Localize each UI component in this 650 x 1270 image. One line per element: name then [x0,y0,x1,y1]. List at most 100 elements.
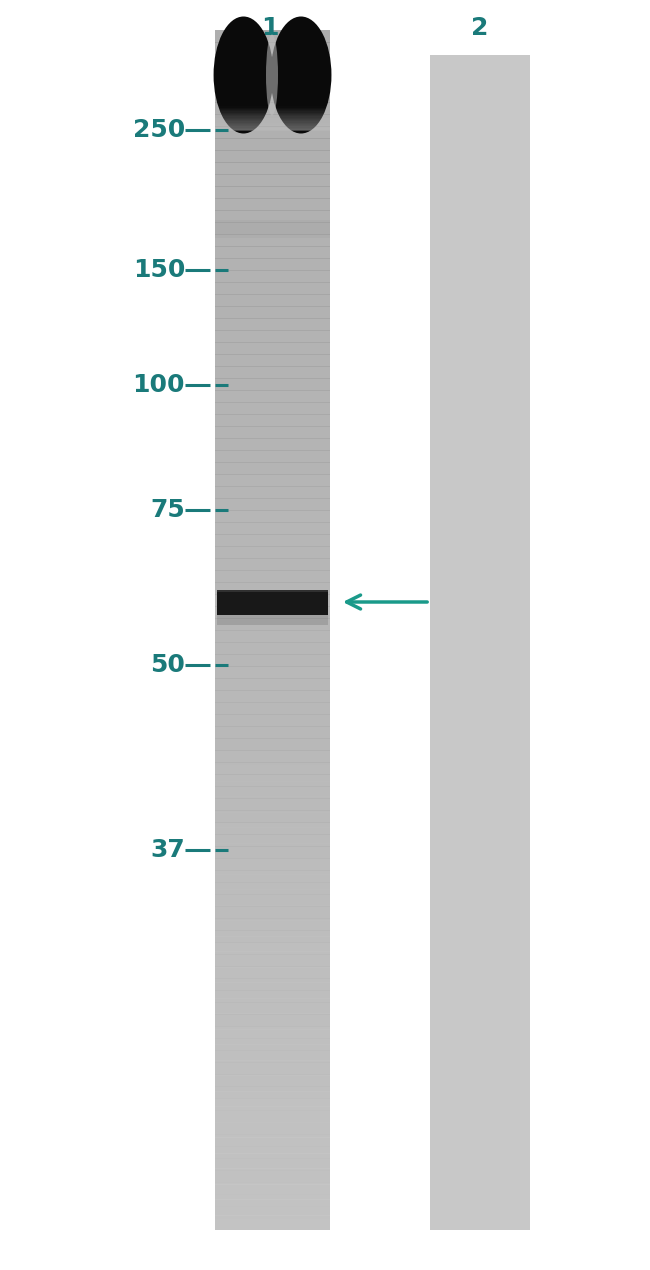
Bar [215,378,330,391]
Bar [215,630,330,643]
Bar [215,1152,330,1168]
Bar [215,486,330,499]
Bar [215,1038,330,1052]
Bar [215,654,330,667]
Bar [215,881,330,895]
Bar [215,450,330,464]
Bar [215,942,330,955]
Bar [215,798,330,812]
Bar [215,1110,330,1123]
Bar [215,773,330,787]
Bar [215,174,330,187]
Bar [215,114,330,117]
Bar [215,271,330,283]
Text: 250: 250 [133,118,185,142]
Bar [215,626,330,643]
Bar [215,951,330,968]
Bar [215,30,330,43]
Bar [215,234,330,246]
Bar [215,121,330,123]
Bar [215,734,330,751]
Bar [215,954,330,966]
Bar [215,109,330,112]
Bar [215,812,330,828]
Bar [215,102,330,116]
Bar [215,657,330,673]
Bar [215,546,330,559]
Ellipse shape [214,17,274,133]
Bar [215,982,330,998]
Text: 2: 2 [471,17,489,39]
Bar [215,610,330,626]
Bar [215,874,330,890]
Bar [215,122,330,124]
Bar [215,1074,330,1091]
Bar [215,781,330,798]
Bar [215,889,330,906]
Bar [215,719,330,735]
Bar [217,615,328,625]
Bar [215,498,330,511]
Bar [215,108,330,110]
Text: 1: 1 [261,17,279,39]
Bar [215,904,330,921]
Bar [215,796,330,813]
Bar [215,185,330,199]
Bar [215,114,330,127]
Bar [215,1086,330,1099]
Bar [215,558,330,572]
Bar [215,582,330,596]
Bar [215,1194,330,1206]
Bar [215,474,330,486]
Bar [215,414,330,427]
Bar [215,894,330,907]
Bar [215,258,330,271]
Bar [215,390,330,403]
Bar [215,1121,330,1135]
Bar [215,1044,330,1060]
Bar [215,834,330,847]
Bar [215,1106,330,1123]
Bar [215,594,330,607]
Bar [215,1182,330,1195]
Bar [215,822,330,834]
Bar [215,1158,330,1171]
Bar [215,126,330,128]
Bar [215,859,330,871]
Bar [215,403,330,415]
Bar [215,786,330,799]
Bar [215,687,330,704]
Bar [215,966,330,983]
Bar [215,210,330,224]
Bar [215,704,330,720]
Bar [215,105,330,108]
Text: 150: 150 [133,258,185,282]
Bar [215,1206,330,1219]
Bar [215,1059,330,1076]
Bar [215,222,330,235]
Bar [215,220,330,237]
Bar [215,1062,330,1074]
Bar [215,366,330,378]
Bar [215,110,330,113]
Bar [215,107,330,109]
Bar [217,591,328,592]
Bar [215,1050,330,1063]
Bar [215,318,330,331]
Bar [215,282,330,295]
Text: 50: 50 [150,653,185,677]
Bar [215,117,330,119]
Bar [215,425,330,439]
Bar [215,1099,330,1111]
Bar [215,119,330,121]
Bar [215,714,330,726]
Bar [215,306,330,319]
Bar [215,330,330,343]
Bar [215,936,330,952]
Bar [215,765,330,781]
Bar [215,118,330,119]
Bar [215,690,330,704]
Bar [215,1002,330,1015]
Ellipse shape [270,17,332,133]
Bar [215,1170,330,1182]
